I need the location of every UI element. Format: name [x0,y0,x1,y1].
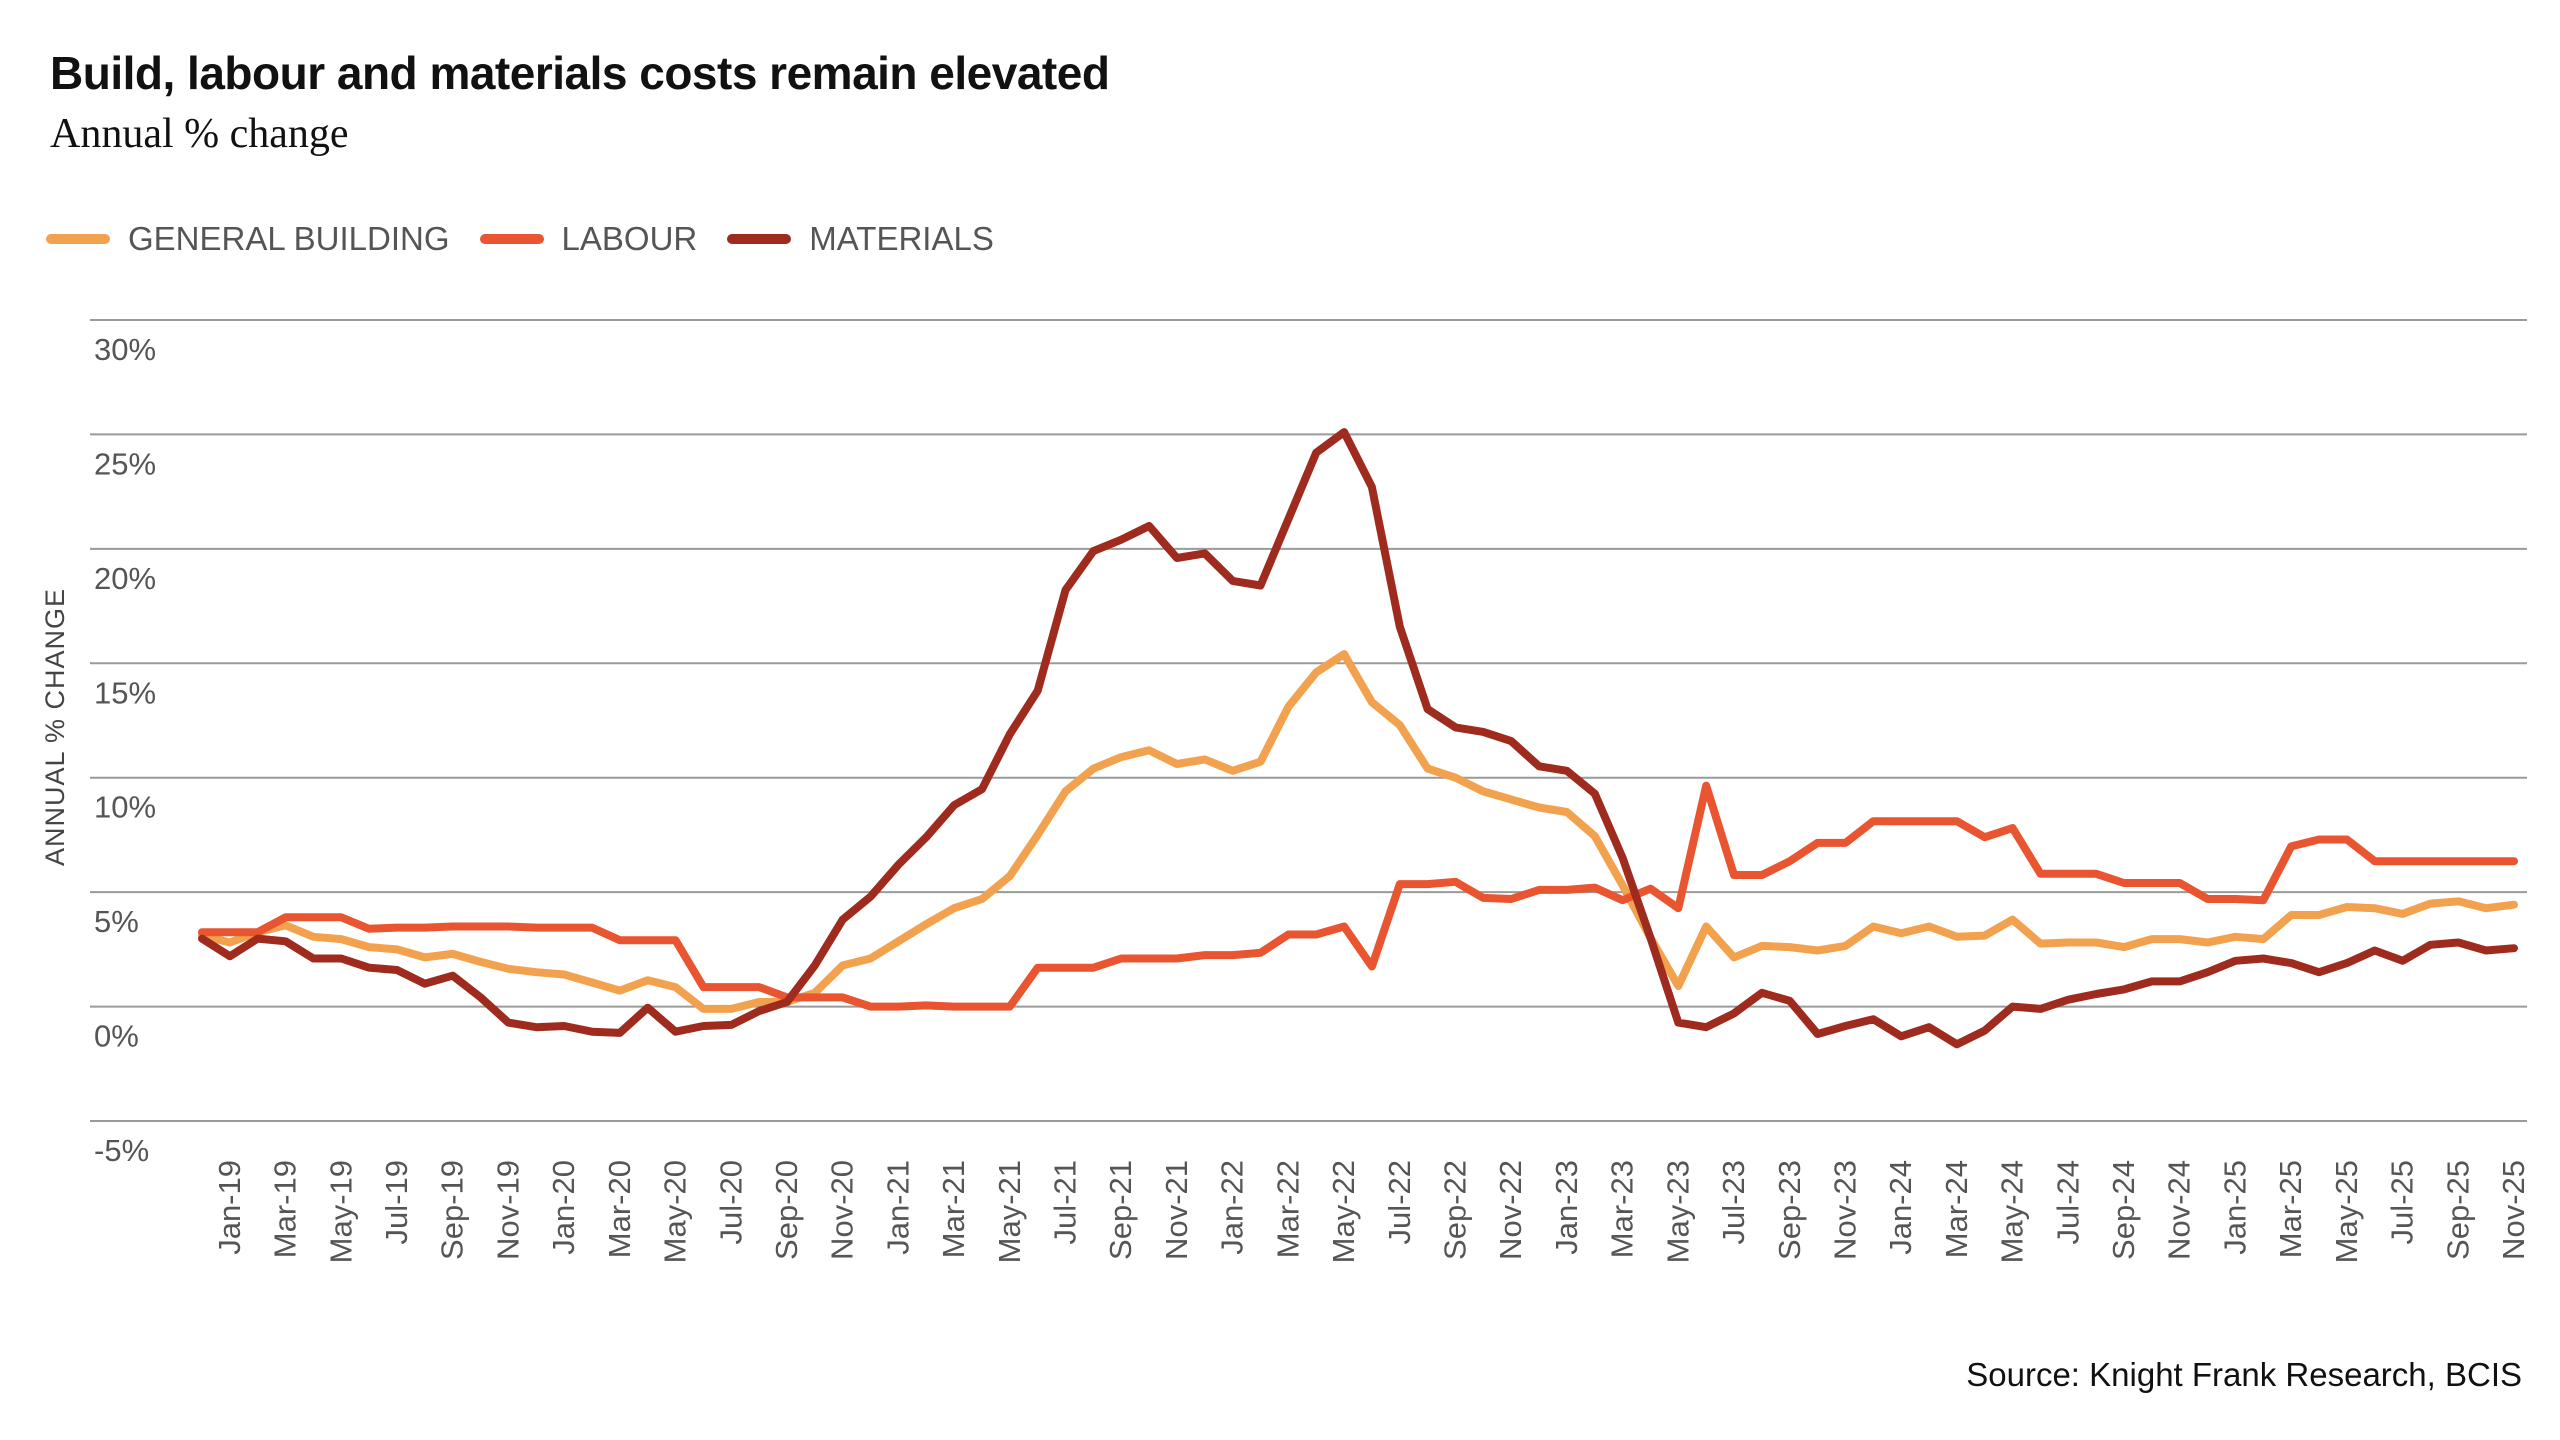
x-tick-label: May-25 [2329,1160,2364,1263]
y-tick-label: 30% [94,332,156,367]
legend: GENERAL BUILDING LABOUR MATERIALS [46,220,1024,258]
x-tick-label: Jul-25 [2385,1160,2420,1244]
legend-item-general-building: GENERAL BUILDING [46,220,450,258]
x-tick-label: Jul-23 [1716,1160,1751,1244]
x-tick-label: Jan-24 [1883,1160,1918,1255]
y-tick-label: 20% [94,561,156,596]
legend-label: LABOUR [561,220,698,257]
x-tick-label: Jul-20 [713,1160,748,1244]
y-axis-title: ANNUAL % CHANGE [40,588,70,866]
x-tick-label: Sep-24 [2106,1160,2141,1260]
x-tick-label: Nov-22 [1493,1160,1528,1260]
x-tick-label: Jul-21 [1048,1160,1083,1244]
y-tick-label: 0% [94,1019,139,1054]
x-tick-labels: Jan-19 Mar-19 May-19 Jul-19 Sep-19 Nov-19 Jan-… [212,1160,2531,1263]
x-tick-label: Sep-25 [2440,1160,2475,1260]
source-note: Source: Knight Frank Research, BCIS [1966,1356,2522,1393]
y-tick-label: 5% [94,904,139,939]
x-tick-label: Jul-19 [379,1160,414,1244]
y-tick-label: -5% [94,1133,149,1168]
x-tick-label: May-21 [992,1160,1027,1263]
x-tick-label: Mar-23 [1605,1160,1640,1258]
x-tick-label: Sep-22 [1437,1160,1472,1260]
x-tick-label: Jan-25 [2217,1160,2252,1255]
series-lines [198,428,2518,1049]
x-tick-label: May-19 [323,1160,358,1263]
legend-label: GENERAL BUILDING [128,220,450,257]
x-tick-label: May-24 [1995,1160,2030,1263]
x-tick-label: Sep-23 [1772,1160,1807,1260]
x-tick-label: Nov-24 [2162,1160,2197,1260]
x-tick-label: Sep-19 [435,1160,470,1260]
x-tick-label: Nov-25 [2496,1160,2531,1260]
y-tick-labels: 30% 25% 20% 15% 10% 5% 0% -5% [94,332,156,1168]
x-tick-label: Jul-24 [2050,1160,2085,1244]
legend-swatch-labour [479,234,544,244]
x-tick-label: Nov-23 [1827,1160,1862,1260]
x-tick-label: Sep-20 [769,1160,804,1260]
legend-item-materials: MATERIALS [727,220,994,258]
legend-label: MATERIALS [809,220,994,257]
gridlines [90,319,2527,1122]
x-tick-label: Mar-24 [1939,1160,1974,1258]
legend-item-labour: LABOUR [479,220,698,258]
series-line-materials [198,428,2518,1049]
x-tick-label: Mar-25 [2273,1160,2308,1258]
x-tick-label: Jan-19 [212,1160,247,1255]
x-tick-label: Jan-23 [1549,1160,1584,1255]
x-tick-label: May-22 [1326,1160,1361,1263]
series-line-general-building [198,650,2518,1013]
x-tick-label: Jul-22 [1382,1160,1417,1244]
x-tick-label: May-20 [658,1160,693,1263]
x-tick-label: Jan-22 [1215,1160,1250,1255]
x-tick-label: Nov-19 [490,1160,525,1260]
x-tick-label: Mar-22 [1270,1160,1305,1258]
series-line-labour [198,781,2518,1011]
x-tick-label: Mar-19 [268,1160,303,1258]
y-tick-label: 10% [94,790,156,825]
legend-swatch-materials [727,234,792,244]
chart-subtitle: Annual % change [50,111,349,157]
x-tick-label: Sep-21 [1103,1160,1138,1260]
y-tick-label: 25% [94,446,156,481]
x-tick-label: Mar-20 [602,1160,637,1258]
y-tick-label: 15% [94,675,156,710]
x-tick-label: May-23 [1660,1160,1695,1263]
x-tick-label: Nov-20 [825,1160,860,1260]
x-tick-label: Mar-21 [936,1160,971,1258]
x-tick-label: Nov-21 [1159,1160,1194,1260]
chart-title: Build, labour and materials costs remain… [50,47,1110,99]
legend-swatch-general-building [46,234,110,244]
x-tick-label: Jan-21 [880,1160,915,1255]
x-tick-label: Jan-20 [546,1160,581,1255]
